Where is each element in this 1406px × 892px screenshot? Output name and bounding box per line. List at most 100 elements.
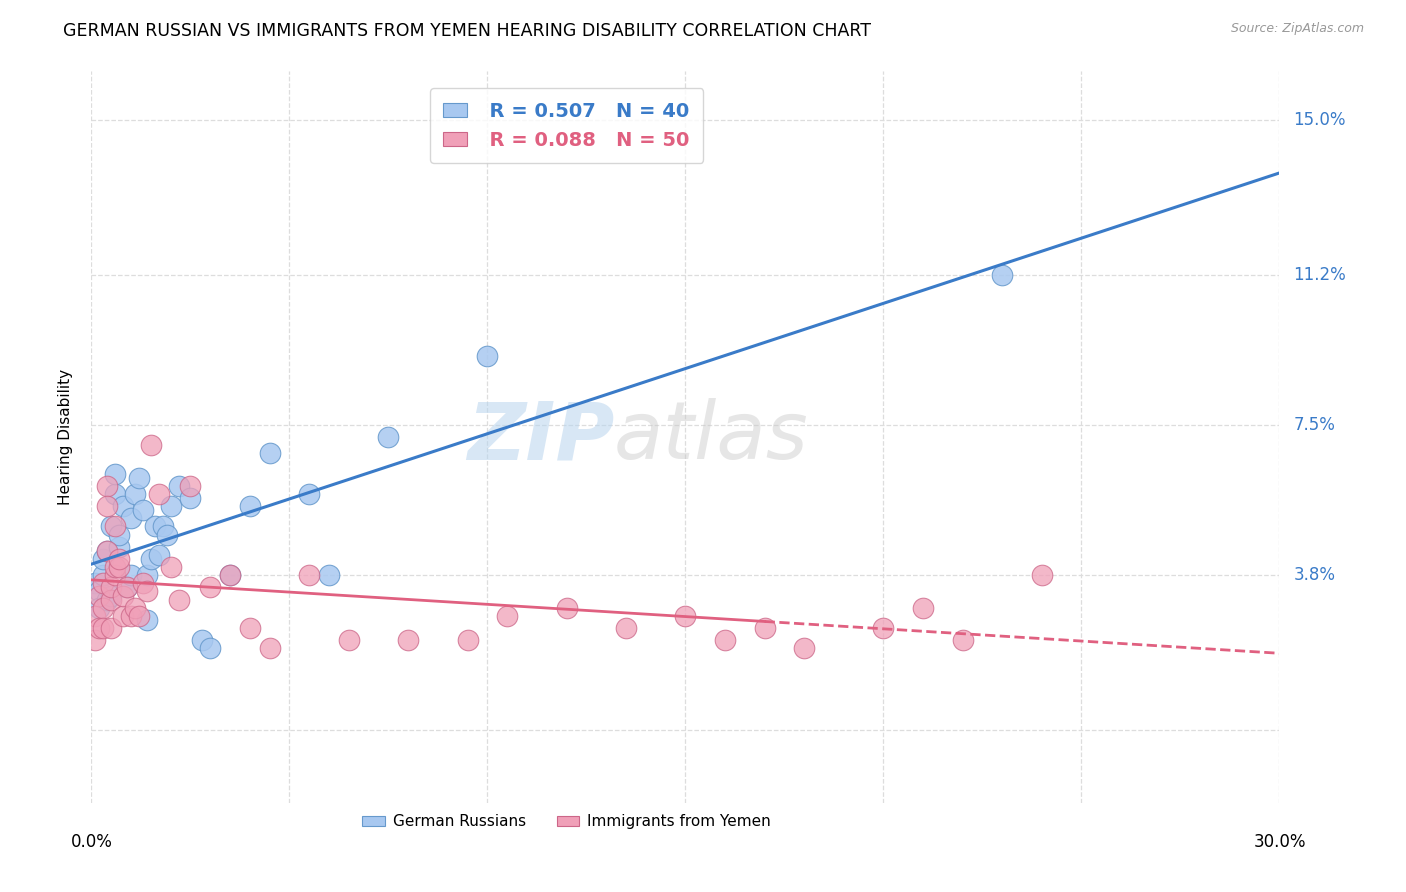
Point — [191, 633, 214, 648]
Point — [84, 576, 107, 591]
Point — [120, 511, 142, 525]
Point — [148, 487, 170, 501]
Point — [139, 552, 162, 566]
Point — [112, 608, 135, 623]
Point — [159, 499, 181, 513]
Text: ZIP: ZIP — [467, 398, 614, 476]
Point — [298, 568, 321, 582]
Point — [128, 608, 150, 623]
Text: 0.0%: 0.0% — [70, 833, 112, 851]
Point — [614, 621, 637, 635]
Point — [84, 633, 107, 648]
Point — [793, 641, 815, 656]
Point — [124, 600, 146, 615]
Text: GERMAN RUSSIAN VS IMMIGRANTS FROM YEMEN HEARING DISABILITY CORRELATION CHART: GERMAN RUSSIAN VS IMMIGRANTS FROM YEMEN … — [63, 22, 872, 40]
Y-axis label: Hearing Disability: Hearing Disability — [58, 369, 73, 505]
Point — [156, 527, 179, 541]
Point — [239, 621, 262, 635]
Point — [104, 560, 127, 574]
Point — [135, 584, 157, 599]
Point — [167, 592, 190, 607]
Point — [96, 499, 118, 513]
Text: atlas: atlas — [614, 398, 808, 476]
Point — [100, 581, 122, 595]
Point — [104, 568, 127, 582]
Point — [108, 540, 131, 554]
Point — [259, 641, 281, 656]
Text: 11.2%: 11.2% — [1294, 266, 1346, 284]
Point — [673, 608, 696, 623]
Point — [120, 608, 142, 623]
Point — [298, 487, 321, 501]
Point — [872, 621, 894, 635]
Point — [132, 503, 155, 517]
Text: 30.0%: 30.0% — [1253, 833, 1306, 851]
Point — [91, 552, 114, 566]
Point — [318, 568, 340, 582]
Point — [104, 487, 127, 501]
Point — [100, 592, 122, 607]
Point — [100, 519, 122, 533]
Point — [152, 519, 174, 533]
Point — [991, 268, 1014, 282]
Point — [128, 471, 150, 485]
Point — [132, 576, 155, 591]
Point — [91, 621, 114, 635]
Point — [259, 446, 281, 460]
Point — [112, 589, 135, 603]
Point — [96, 592, 118, 607]
Point — [377, 430, 399, 444]
Point — [124, 487, 146, 501]
Point — [219, 568, 242, 582]
Point — [115, 581, 138, 595]
Point — [1031, 568, 1053, 582]
Point — [179, 491, 201, 505]
Point — [89, 584, 111, 599]
Point — [179, 479, 201, 493]
Point — [754, 621, 776, 635]
Point — [91, 568, 114, 582]
Point — [108, 527, 131, 541]
Point — [139, 438, 162, 452]
Point — [104, 519, 127, 533]
Point — [477, 349, 499, 363]
Point — [167, 479, 190, 493]
Point — [89, 589, 111, 603]
Point — [148, 548, 170, 562]
Point — [911, 600, 934, 615]
Point — [96, 544, 118, 558]
Point — [952, 633, 974, 648]
Point — [135, 568, 157, 582]
Point — [89, 621, 111, 635]
Point — [89, 600, 111, 615]
Point — [135, 613, 157, 627]
Point — [100, 589, 122, 603]
Legend: German Russians, Immigrants from Yemen: German Russians, Immigrants from Yemen — [356, 808, 778, 836]
Point — [457, 633, 479, 648]
Point — [112, 499, 135, 513]
Text: Source: ZipAtlas.com: Source: ZipAtlas.com — [1230, 22, 1364, 36]
Point — [239, 499, 262, 513]
Point — [143, 519, 166, 533]
Point — [91, 576, 114, 591]
Text: 3.8%: 3.8% — [1294, 566, 1336, 584]
Point — [219, 568, 242, 582]
Point — [200, 581, 222, 595]
Point — [714, 633, 737, 648]
Point — [115, 581, 138, 595]
Point — [396, 633, 419, 648]
Point — [104, 467, 127, 481]
Point — [96, 544, 118, 558]
Point — [108, 560, 131, 574]
Point — [91, 600, 114, 615]
Point — [84, 608, 107, 623]
Point — [100, 621, 122, 635]
Text: 7.5%: 7.5% — [1294, 416, 1336, 434]
Point — [120, 568, 142, 582]
Point — [337, 633, 360, 648]
Text: 15.0%: 15.0% — [1294, 112, 1346, 129]
Point — [108, 552, 131, 566]
Point — [496, 608, 519, 623]
Point — [96, 479, 118, 493]
Point — [555, 600, 578, 615]
